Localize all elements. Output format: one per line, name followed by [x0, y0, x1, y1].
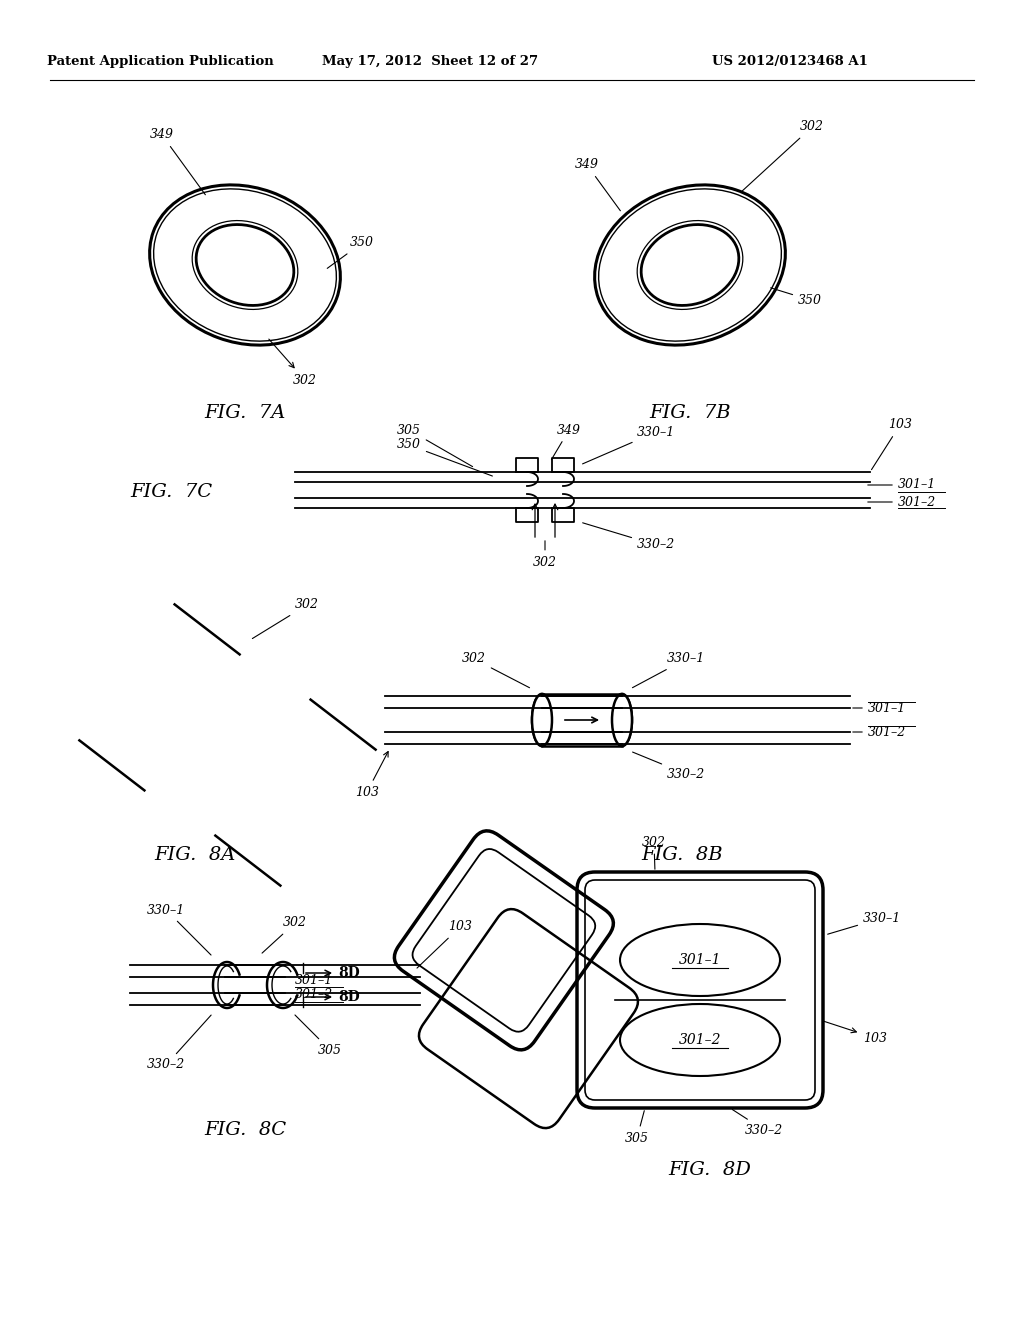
Text: FIG.  8D: FIG. 8D [669, 1162, 752, 1179]
Text: 302: 302 [252, 598, 319, 639]
Text: 349: 349 [575, 158, 621, 211]
Ellipse shape [532, 694, 552, 746]
Text: 350: 350 [397, 438, 493, 477]
Polygon shape [542, 694, 622, 746]
Text: 302: 302 [742, 120, 824, 191]
Text: 302: 302 [462, 652, 529, 688]
Text: 330–2: 330–2 [583, 523, 675, 552]
Text: 301–1: 301–1 [295, 974, 333, 986]
Text: 302: 302 [269, 339, 317, 387]
Ellipse shape [612, 694, 632, 746]
Text: 302: 302 [534, 541, 557, 569]
Text: FIG.  7A: FIG. 7A [205, 404, 286, 422]
Text: FIG.  8C: FIG. 8C [204, 1121, 286, 1139]
Text: 8D: 8D [338, 966, 359, 979]
Ellipse shape [532, 694, 552, 746]
Text: 302: 302 [262, 916, 307, 953]
Text: 301–1: 301–1 [679, 953, 721, 968]
Text: 301–2: 301–2 [295, 989, 333, 1002]
Text: 350: 350 [771, 288, 822, 306]
Text: Patent Application Publication: Patent Application Publication [47, 55, 273, 69]
Text: 301–1: 301–1 [868, 701, 906, 714]
Text: 103: 103 [417, 920, 472, 968]
Text: 103: 103 [871, 418, 912, 470]
Ellipse shape [612, 694, 632, 746]
Text: 330–2: 330–2 [732, 1110, 783, 1137]
Text: 330–1: 330–1 [633, 652, 706, 688]
Text: 103: 103 [355, 751, 388, 799]
Text: US 2012/0123468 A1: US 2012/0123468 A1 [712, 55, 868, 69]
Text: 301–2: 301–2 [679, 1034, 721, 1047]
Text: 103: 103 [822, 1020, 887, 1044]
Text: 330–2: 330–2 [633, 752, 706, 780]
Text: 305: 305 [625, 1110, 649, 1144]
Text: 8D: 8D [338, 990, 359, 1005]
Text: 349: 349 [150, 128, 206, 195]
Text: 330–1: 330–1 [827, 912, 901, 935]
Text: FIG.  8A: FIG. 8A [155, 846, 236, 865]
Text: FIG.  7C: FIG. 7C [130, 483, 212, 502]
Text: 330–1: 330–1 [147, 903, 211, 956]
Text: 350: 350 [328, 236, 374, 268]
Text: May 17, 2012  Sheet 12 of 27: May 17, 2012 Sheet 12 of 27 [322, 55, 538, 69]
Text: FIG.  8B: FIG. 8B [641, 846, 723, 865]
Text: 302: 302 [642, 836, 666, 870]
Text: FIG.  7B: FIG. 7B [649, 404, 731, 422]
Text: 330–2: 330–2 [147, 1015, 211, 1072]
Text: 305: 305 [397, 424, 473, 466]
Text: 330–1: 330–1 [583, 425, 675, 463]
Text: 301–2: 301–2 [868, 726, 906, 738]
Text: 301–2: 301–2 [898, 495, 936, 508]
Text: 301–1: 301–1 [898, 479, 936, 491]
Text: 305: 305 [295, 1015, 342, 1056]
Text: 349: 349 [551, 424, 581, 459]
